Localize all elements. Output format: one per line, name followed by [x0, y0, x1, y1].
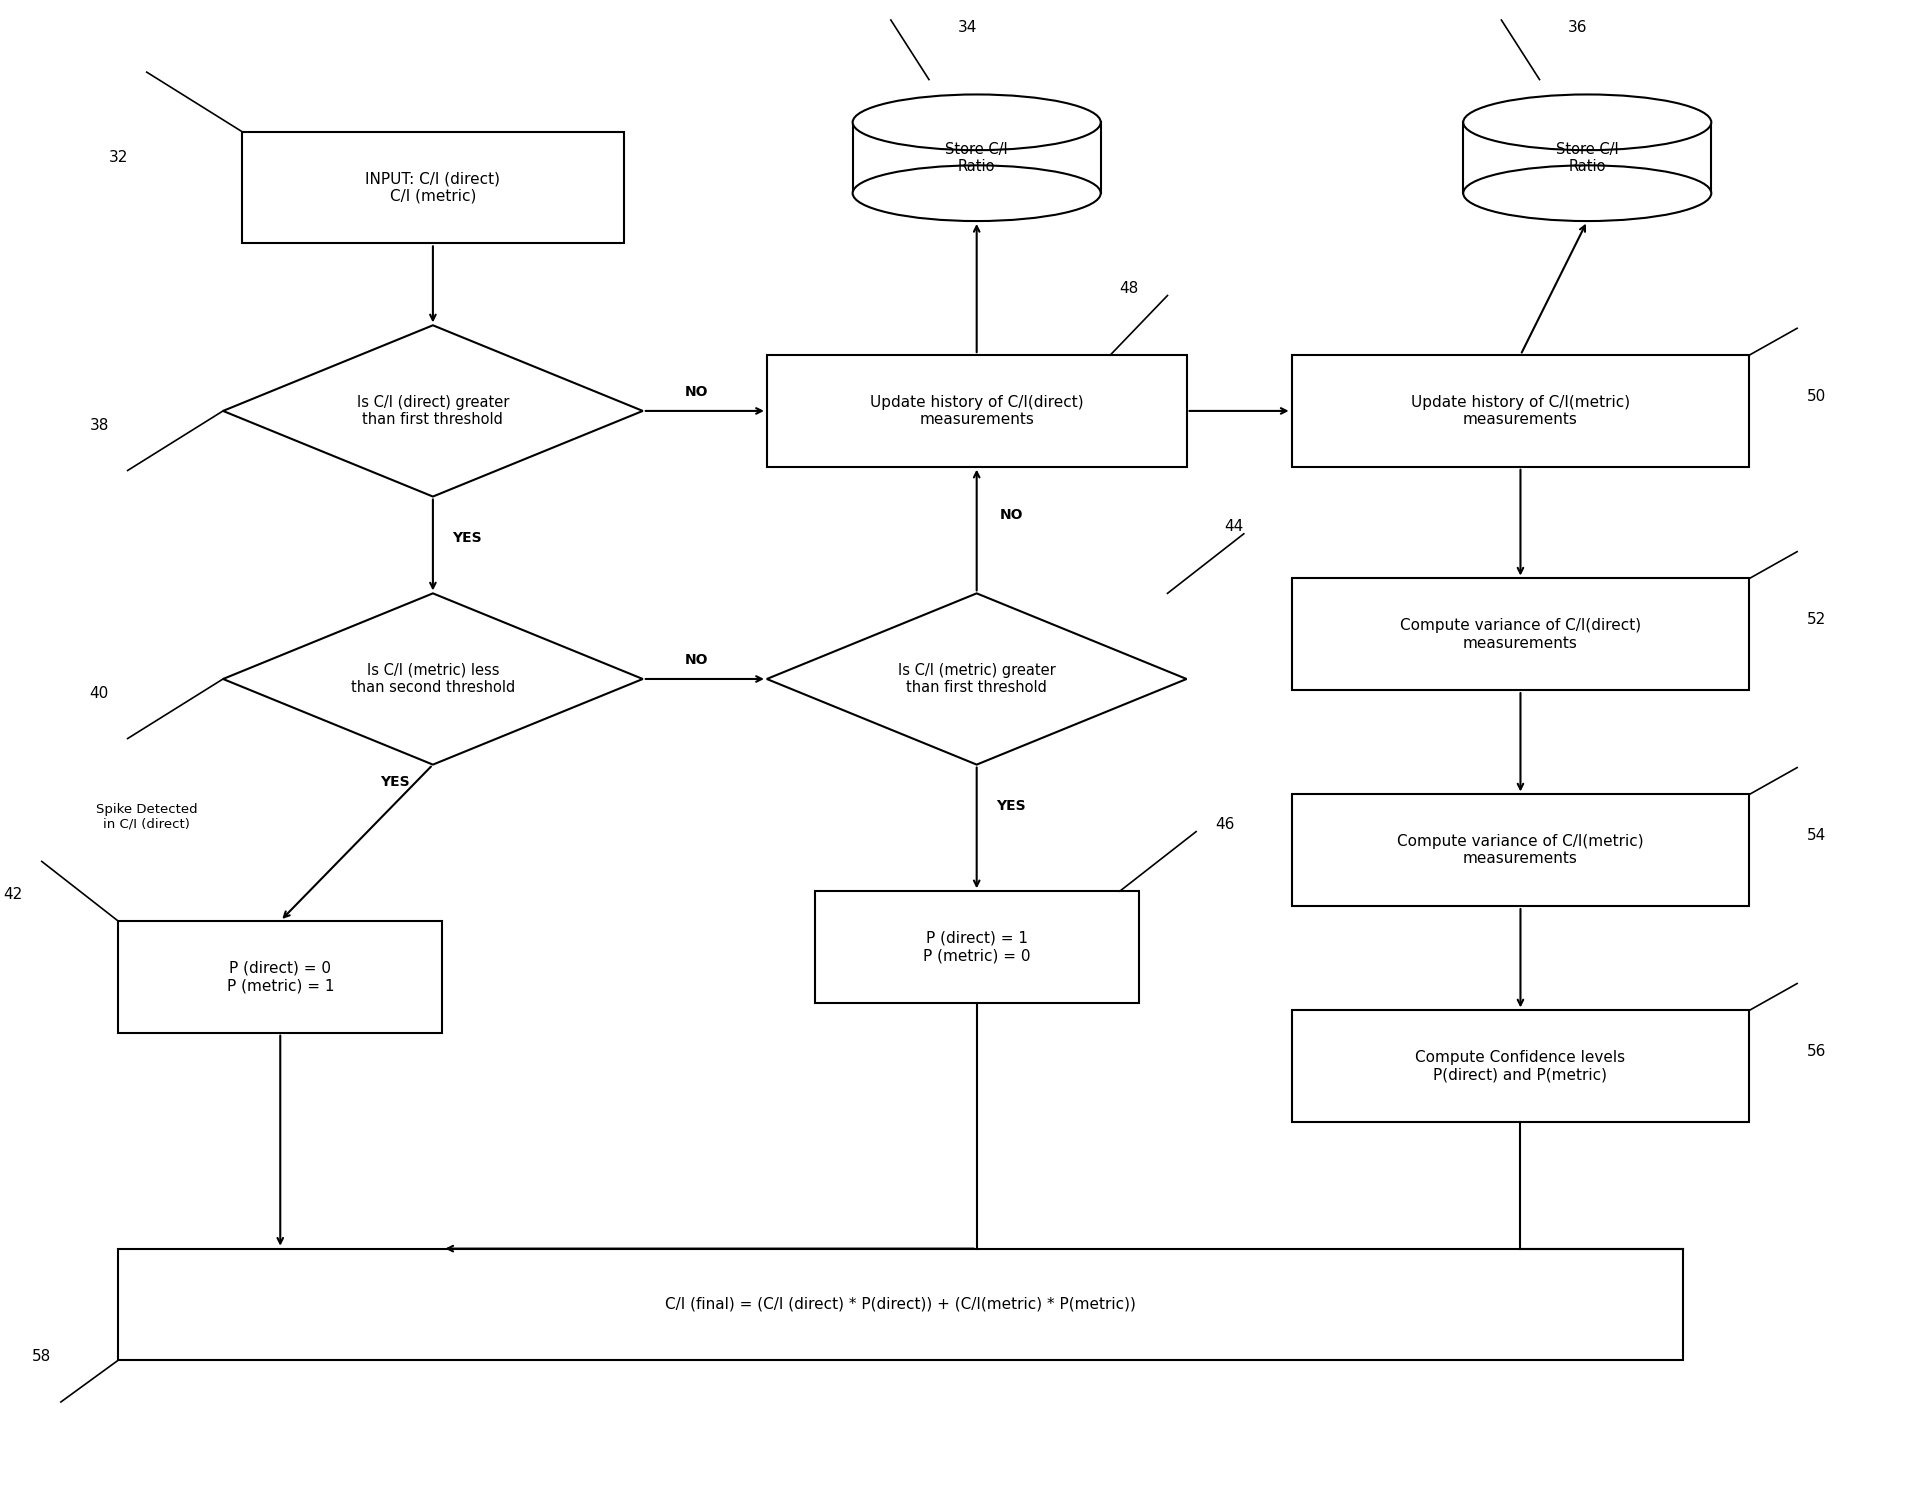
- Text: 58: 58: [33, 1349, 52, 1364]
- Ellipse shape: [853, 94, 1100, 151]
- FancyBboxPatch shape: [1291, 579, 1748, 691]
- Text: 38: 38: [90, 418, 109, 433]
- FancyBboxPatch shape: [119, 921, 442, 1032]
- FancyBboxPatch shape: [853, 122, 1100, 192]
- Text: 54: 54: [1806, 828, 1825, 843]
- Text: Store C/I
Ratio: Store C/I Ratio: [945, 142, 1008, 175]
- Polygon shape: [224, 325, 643, 497]
- Text: 56: 56: [1806, 1044, 1825, 1059]
- FancyBboxPatch shape: [243, 131, 624, 243]
- Text: Spike Detected
in C/I (direct): Spike Detected in C/I (direct): [96, 803, 197, 831]
- Text: 40: 40: [90, 686, 109, 701]
- Text: NO: NO: [999, 509, 1023, 522]
- Text: 32: 32: [109, 151, 128, 166]
- Text: INPUT: C/I (direct)
C/I (metric): INPUT: C/I (direct) C/I (metric): [365, 172, 501, 204]
- Text: Compute variance of C/I(metric)
measurements: Compute variance of C/I(metric) measurem…: [1396, 834, 1643, 867]
- FancyBboxPatch shape: [1291, 1010, 1748, 1122]
- Text: Update history of C/I(direct)
measurements: Update history of C/I(direct) measuremen…: [870, 395, 1083, 427]
- FancyBboxPatch shape: [1291, 355, 1748, 467]
- FancyBboxPatch shape: [815, 891, 1138, 1003]
- FancyBboxPatch shape: [119, 1249, 1683, 1361]
- Text: YES: YES: [997, 800, 1025, 813]
- Text: YES: YES: [381, 776, 409, 789]
- Text: 34: 34: [958, 19, 978, 34]
- Text: 52: 52: [1806, 612, 1825, 627]
- Text: Compute variance of C/I(direct)
measurements: Compute variance of C/I(direct) measurem…: [1400, 618, 1641, 651]
- Text: 36: 36: [1569, 19, 1588, 34]
- Text: Is C/I (direct) greater
than first threshold: Is C/I (direct) greater than first thres…: [356, 395, 509, 427]
- FancyBboxPatch shape: [1463, 122, 1712, 192]
- Polygon shape: [224, 594, 643, 764]
- Text: Update history of C/I(metric)
measurements: Update history of C/I(metric) measuremen…: [1412, 395, 1630, 427]
- Text: NO: NO: [685, 385, 708, 398]
- Text: 50: 50: [1806, 388, 1825, 403]
- Text: NO: NO: [685, 652, 708, 667]
- Text: Is C/I (metric) greater
than first threshold: Is C/I (metric) greater than first thres…: [897, 662, 1056, 695]
- FancyBboxPatch shape: [1291, 794, 1748, 906]
- Text: P (direct) = 1
P (metric) = 0: P (direct) = 1 P (metric) = 0: [922, 931, 1031, 964]
- FancyBboxPatch shape: [767, 355, 1186, 467]
- Ellipse shape: [1463, 94, 1712, 151]
- Text: Is C/I (metric) less
than second threshold: Is C/I (metric) less than second thresho…: [350, 662, 515, 695]
- Text: 44: 44: [1224, 519, 1243, 534]
- Text: 42: 42: [4, 888, 23, 903]
- Text: Store C/I
Ratio: Store C/I Ratio: [1555, 142, 1618, 175]
- Text: 48: 48: [1119, 280, 1138, 295]
- Polygon shape: [767, 594, 1186, 764]
- Text: P (direct) = 0
P (metric) = 1: P (direct) = 0 P (metric) = 1: [226, 961, 335, 994]
- Text: 46: 46: [1215, 816, 1234, 831]
- Ellipse shape: [1463, 166, 1712, 221]
- Text: Compute Confidence levels
P(direct) and P(metric): Compute Confidence levels P(direct) and …: [1416, 1050, 1626, 1082]
- Text: C/I (final) = (C/I (direct) * P(direct)) + (C/I(metric) * P(metric)): C/I (final) = (C/I (direct) * P(direct))…: [666, 1297, 1136, 1311]
- Ellipse shape: [853, 166, 1100, 221]
- Text: YES: YES: [453, 531, 482, 545]
